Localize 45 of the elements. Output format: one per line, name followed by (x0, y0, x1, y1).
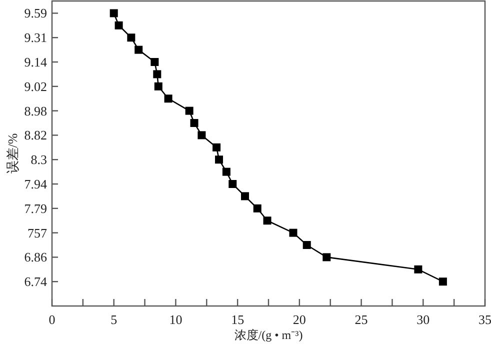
y-tick-label: 8.3 (30, 152, 47, 168)
point (289, 228, 298, 237)
point (438, 278, 447, 286)
point (212, 143, 221, 152)
x-tick-label: 15 (231, 312, 244, 327)
y-tick-label: 757 (28, 225, 48, 240)
point (114, 21, 123, 30)
point (150, 58, 159, 66)
point (240, 192, 249, 200)
y-tick-label: 9.59 (24, 6, 47, 21)
x-tick-label: 25 (354, 312, 368, 327)
y-tick-label: 9.14 (24, 54, 48, 70)
point (322, 253, 331, 262)
y-axis-title: 误差/% (5, 133, 20, 174)
y-tick-label: 6.74 (24, 274, 48, 290)
point (198, 131, 206, 140)
x-axis-title: 浓度/(g • m⁻³) (234, 328, 303, 342)
y-tick-label: 8.98 (24, 103, 47, 118)
x-tick-label: 35 (478, 312, 491, 327)
point (154, 82, 162, 90)
x-tick-label: 10 (169, 312, 182, 327)
y-tick-label: 7.94 (24, 176, 48, 192)
y-tick-label: 9.02 (24, 78, 47, 94)
x-tick-label: 5 (110, 312, 118, 327)
x-tick-label: 0 (48, 312, 56, 327)
point (153, 70, 162, 78)
x-tick-label: 30 (416, 312, 430, 327)
point (215, 156, 224, 164)
point (185, 106, 194, 115)
point (414, 265, 422, 274)
y-tick-label: 7.79 (24, 200, 47, 216)
y-tick-label: 8.82 (24, 128, 47, 143)
point (164, 94, 172, 103)
point (263, 216, 272, 225)
point (110, 9, 118, 18)
point (302, 241, 311, 249)
y-tick-label: 6.86 (24, 250, 48, 265)
point (222, 168, 230, 176)
point (228, 180, 237, 188)
y-tick-label: 9.31 (24, 30, 47, 46)
point (134, 46, 143, 54)
point (253, 204, 262, 212)
point (190, 119, 198, 127)
point (127, 34, 136, 42)
x-tick-label: 20 (292, 312, 306, 327)
